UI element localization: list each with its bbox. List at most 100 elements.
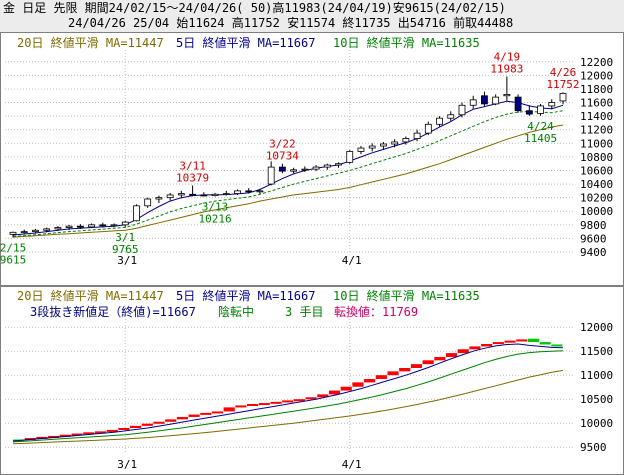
candle-body [54,227,62,230]
candle-body [99,224,107,227]
y-tick-label: 10500 [580,393,613,406]
y-tick-label: 10600 [580,164,613,177]
kagi-state: 陰転中 [218,304,254,319]
candle-body [447,114,455,119]
kagi-brick [410,364,422,368]
x-tick-label: 4/1 [342,254,362,267]
kagi-brick [258,403,270,406]
y-tick-label: 12000 [580,69,613,82]
kagi-brick [36,436,48,439]
candle-body [514,96,522,112]
y-tick-label: 11000 [580,369,613,382]
candle-body [335,163,342,166]
annotation-price: 11752 [546,78,579,91]
y-tick-label: 10800 [580,151,613,164]
annotation-date: 3/13 [202,201,229,214]
candle-body [211,193,219,197]
y-tick-label: 10200 [580,192,613,205]
candle-body [525,110,533,115]
kagi-brick [375,375,387,380]
kagi-brick [516,339,528,342]
candle-body [88,224,95,228]
kagi-brick [71,433,83,436]
kagi-brick [282,400,294,403]
candle-body [177,193,185,196]
candle-body [121,221,129,226]
candle-body [481,95,488,105]
candle-body [222,193,230,195]
legend2-ma5: 5日 終値平滑 MA=11667 [176,288,315,303]
annotation-price: 11405 [524,132,557,145]
price-y-axis: 9400960098001000010200104001060010800110… [117,56,613,267]
candle-body [559,92,567,102]
candle-body [402,138,410,143]
ma-line-ma5 [12,100,564,236]
candle-body [43,228,51,231]
y-tick-label: 11200 [580,124,613,137]
annotation-date: 4/19 [494,51,521,64]
kagi-brick [153,421,165,424]
candle-body [469,99,477,106]
kagi-brick [200,412,212,415]
candle-body [166,194,174,199]
header-period-line: 金 日足 先限 期間24/02/15～24/04/26( 50)高11983(2… [3,1,506,15]
annotation-date: 4/24 [527,120,554,133]
candle-body [32,229,39,233]
candle-body [65,225,73,228]
kagi-brick [340,386,352,391]
legend2-ma10: 10日 終値平滑 MA=11635 [333,288,480,303]
y-tick-label: 10000 [580,417,613,430]
kagi-switch: 転換値：11769 [334,304,418,319]
annotation-date: 3/11 [179,159,206,172]
kagi-brick [235,405,247,408]
kagi-title: 3段抜き新値足（終値)=11667 [30,304,196,319]
annotation-price: 10216 [198,213,231,226]
kagi-panel-frame [0,286,624,475]
annotation-price: 10379 [176,171,209,184]
kagi-brick [387,371,399,376]
candle-body [323,164,331,168]
kagi-brick [445,353,458,357]
kagi-brick [328,390,341,395]
kagi-brick [188,414,200,417]
kagi-brick [469,346,481,350]
annotation-date: 4/26 [550,66,577,79]
kagi-brick [48,435,60,438]
kagi-brick [94,431,107,434]
candle-body [537,105,544,114]
kagi-brick [422,360,434,365]
candle-body [20,231,28,234]
kagi-brick [551,344,563,347]
kagi-brick [59,434,71,437]
price-panel-frame [0,32,624,286]
y-tick-label: 10400 [580,178,613,191]
candle-body [256,190,264,193]
kagi-brick [141,423,153,426]
kagi-y-axis: 9500 10000 10500 11000 11500 12000 3/1 4/1 [117,321,613,471]
kagi-brick [106,429,118,432]
annotation-date: 3/22 [269,138,296,151]
kagi-brick [317,394,329,398]
x-tick-label: 3/1 [117,458,137,471]
ma-line-ma5 [12,343,564,442]
y-tick-label: 12000 [580,321,613,334]
candle-body [357,147,365,152]
kagi-brick [434,356,446,361]
candle-body [267,166,275,185]
x-tick-label: 4/1 [342,458,362,471]
kagi-brick [130,425,142,428]
candle-body [492,96,500,105]
candle-body [155,197,163,200]
candle-body [458,104,466,116]
y-tick-label: 9800 [580,219,607,232]
legend2-ma20: 20日 終値平滑 MA=11447 [17,288,164,303]
kagi-brick [527,338,540,343]
candle-body [391,141,399,145]
annotation-price: 11983 [490,63,523,76]
kagi-moving-averages [12,343,564,445]
candle-body [189,193,196,196]
legend-ma5: 5日 終値平滑 MA=11667 [176,35,315,50]
kagi-brick [247,404,259,406]
